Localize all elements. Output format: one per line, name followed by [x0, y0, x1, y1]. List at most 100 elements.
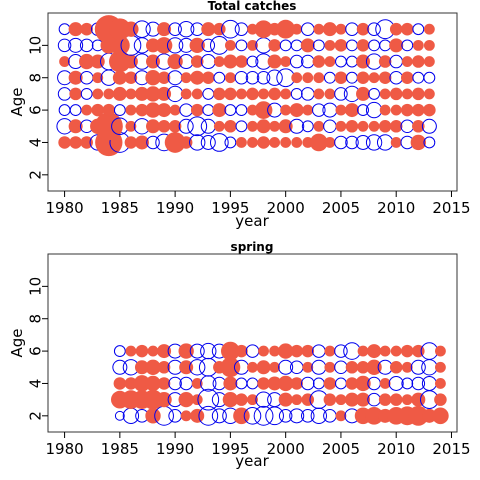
bubble-negative — [198, 405, 219, 426]
bubble-negative — [114, 410, 125, 421]
bubble-negative — [334, 87, 348, 101]
bubble-positive — [423, 39, 435, 51]
x-axis: 1980 1985 1990 1995 2000 2005 2010 2015 — [45, 191, 471, 217]
bubble-positive — [109, 18, 131, 41]
bubble-negative — [253, 405, 274, 426]
x-tick-label: 2010 — [377, 199, 415, 217]
bubble-positive — [113, 377, 127, 390]
bubble-positive — [213, 56, 225, 67]
bubble-positive — [257, 136, 270, 149]
bubble-positive — [368, 72, 380, 84]
bubble-positive — [324, 361, 336, 373]
bubble-positive — [235, 55, 248, 68]
bubble-positive — [143, 389, 163, 410]
bubble-negative — [265, 406, 284, 426]
bubble-positive — [400, 71, 414, 84]
bubble-positive — [278, 119, 293, 134]
bubble-positive — [212, 103, 227, 118]
bubble-negative — [365, 134, 383, 151]
bubble-positive — [69, 136, 82, 149]
bubble-positive — [269, 345, 281, 357]
bubble-positive — [268, 87, 281, 101]
bubble-negative — [400, 119, 415, 134]
bubble-positive — [390, 104, 402, 116]
bubble-negative — [69, 104, 82, 117]
bubble-negative — [122, 407, 140, 424]
bubble-positive — [145, 408, 161, 424]
y-tick-label: 6 — [27, 105, 45, 115]
bubble-negative — [178, 21, 195, 38]
bubble-negative — [178, 118, 194, 134]
bubble-negative — [168, 22, 182, 36]
bubble-positive — [156, 391, 172, 408]
bubble-positive — [302, 361, 314, 373]
bubble-negative — [256, 70, 271, 85]
bubble-positive — [59, 56, 71, 67]
bubble-positive — [58, 136, 71, 149]
bubble-positive — [378, 120, 392, 133]
bubble-positive — [324, 56, 336, 67]
bubble-positive — [202, 71, 215, 84]
bubble-positive — [389, 38, 404, 53]
bubble-positive — [356, 54, 371, 69]
bubble-negative — [312, 344, 326, 358]
bubble-positive — [157, 71, 171, 84]
bubble-positive — [254, 101, 273, 119]
bubble-positive — [256, 119, 271, 134]
bubble-positive — [213, 87, 226, 101]
bubble-negative — [201, 38, 216, 53]
bubble-positive — [190, 103, 204, 117]
bubble-positive — [178, 391, 194, 408]
y-axis: 2 4 6 8 10 — [27, 277, 48, 421]
bubble-positive — [102, 103, 116, 117]
bubble-positive — [401, 394, 413, 406]
bubble-positive — [180, 72, 192, 84]
bubble-positive — [423, 88, 435, 100]
bubble-positive — [389, 87, 403, 101]
bubble-positive — [434, 361, 446, 373]
bubble-positive — [134, 135, 149, 150]
bubble-negative — [189, 134, 206, 151]
bubble-negative — [367, 22, 381, 36]
bubble-positive — [412, 39, 424, 51]
y-axis: 2 4 6 8 10 — [27, 36, 48, 180]
y-tick-label: 2 — [27, 411, 45, 421]
bubble-positive — [157, 22, 172, 37]
bubble-negative — [235, 120, 248, 133]
bubble-positive — [345, 120, 359, 133]
bubble-positive — [410, 134, 426, 151]
bubble-positive — [135, 344, 149, 358]
bubble-negative — [255, 391, 272, 408]
y-tick-label: 10 — [27, 36, 45, 55]
x-tick-label: 1995 — [211, 440, 249, 458]
bubble-positive — [301, 344, 315, 358]
y-tick-label: 8 — [27, 314, 45, 324]
bubble-negative — [389, 54, 403, 69]
bubble-positive — [112, 70, 127, 85]
bubble-positive — [224, 39, 236, 51]
plot-frame — [47, 12, 458, 192]
bubble-negative — [323, 71, 336, 84]
x-axis-label: year — [235, 452, 269, 470]
bubble-positive — [224, 72, 236, 84]
bubble-positive — [256, 360, 271, 375]
bubble-positive — [422, 408, 437, 423]
bubble-negative — [346, 71, 358, 84]
bubble-negative — [355, 134, 371, 150]
bubble-positive — [312, 55, 326, 68]
x-tick-label: 1985 — [101, 440, 139, 458]
bubble-positive — [379, 345, 391, 357]
bubble-negative — [335, 55, 347, 68]
plot-frame — [47, 253, 458, 433]
x-tick-label: 2015 — [432, 440, 470, 458]
bubble-negative — [235, 39, 248, 52]
bubble-negative — [113, 345, 126, 358]
bubble-positive — [367, 344, 382, 359]
bubble-negative — [200, 118, 216, 134]
bubble-positive — [179, 136, 193, 149]
bubble-positive — [379, 104, 391, 116]
bubble-positive — [324, 39, 336, 51]
bubble-negative — [357, 104, 369, 117]
x-tick-label: 1985 — [101, 199, 139, 217]
